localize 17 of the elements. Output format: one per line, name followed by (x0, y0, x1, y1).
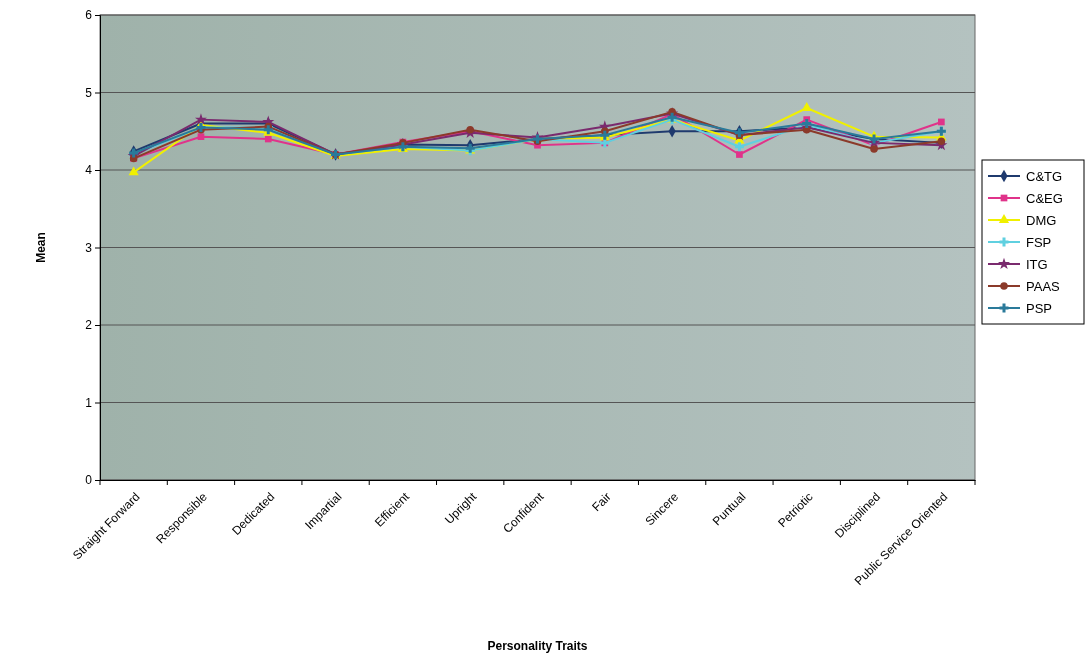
y-tick-label: 2 (85, 318, 93, 333)
x-tick-label: Fair (589, 489, 614, 515)
y-tick-label: 5 (85, 85, 93, 100)
x-axis-title: Personality Traits (487, 639, 588, 653)
y-tick-label: 6 (85, 8, 93, 23)
y-axis-title: Mean (34, 232, 48, 263)
y-tick-label: 1 (85, 395, 93, 410)
y-tick-label: 0 (85, 473, 93, 488)
y-tick-label: 4 (85, 163, 93, 178)
legend-label: PAAS (1026, 279, 1061, 294)
legend-label: FSP (1026, 235, 1052, 250)
y-tick-label: 3 (85, 240, 93, 255)
legend-label: ITG (1026, 257, 1048, 272)
legend-label: C&EG (1026, 191, 1063, 206)
legend-label: PSP (1026, 301, 1053, 316)
legend-label: C&TG (1026, 169, 1063, 184)
legend-label: DMG (1026, 213, 1057, 228)
